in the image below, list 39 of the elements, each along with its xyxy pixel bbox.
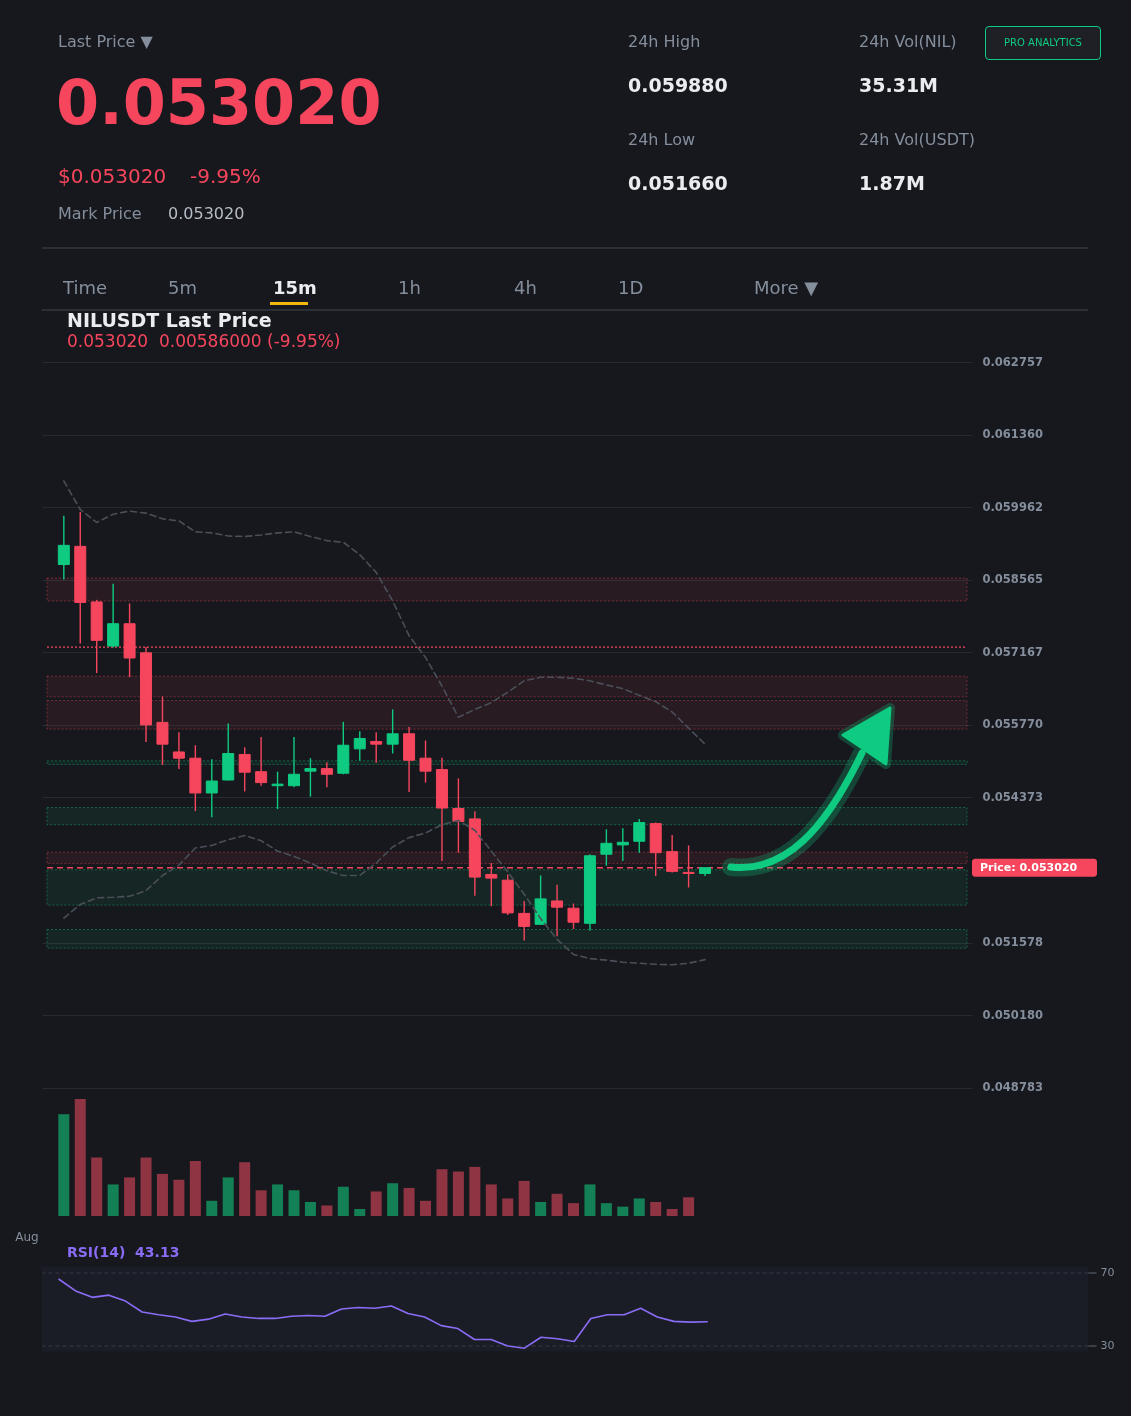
- y-tick-label: 0.062757: [982, 354, 1043, 369]
- text: 0.053020: [56, 66, 382, 139]
- text: More ▼: [754, 277, 819, 298]
- text: Aug: [15, 1230, 39, 1244]
- y-tick-label: 0.058565: [982, 572, 1043, 587]
- y-tick-label: 0.059962: [982, 499, 1043, 514]
- text: 0.059880: [628, 74, 728, 96]
- text: Mark Price: [58, 204, 142, 223]
- text: $0.053020: [58, 164, 167, 188]
- text: 1D: [618, 277, 644, 298]
- text: 1h: [398, 277, 421, 298]
- y-tick-label: 30: [1100, 1339, 1115, 1353]
- text: 0.053020: [168, 204, 245, 223]
- y-tick-label: 0.050180: [982, 1007, 1043, 1022]
- y-tick-label: 0.051578: [982, 935, 1043, 950]
- text: 24h High: [628, 32, 701, 51]
- text: Last Price ▼: [58, 32, 153, 51]
- chart-title: NILUSDT Last Price: [67, 309, 272, 332]
- ref-line-label: Price: 0.053020: [980, 860, 1078, 874]
- text: 15m: [273, 277, 317, 298]
- text: 24h Low: [628, 130, 696, 149]
- text: 35.31M: [859, 74, 939, 96]
- text: 4h: [514, 277, 537, 298]
- chart-subtitle: 0.053020 0.00586000 (-9.95%): [67, 331, 341, 352]
- y-tick-label: 0.048783: [982, 1080, 1043, 1095]
- text: 24h Vol(USDT): [859, 130, 975, 149]
- button: PRO ANALYTICS: [985, 26, 1101, 60]
- y-tick-label: 0.054373: [982, 789, 1043, 804]
- y-tick-label: 70: [1100, 1265, 1115, 1279]
- text: 24h Vol(NIL): [859, 32, 957, 51]
- y-tick-label: 0.061360: [982, 427, 1043, 442]
- y-tick-label: 0.057167: [982, 644, 1043, 659]
- chart-title: RSI(14) 43.13: [67, 1244, 180, 1261]
- text: 1.87M: [859, 172, 925, 194]
- text: Time: [63, 277, 108, 298]
- text: 5m: [168, 277, 197, 298]
- y-tick-label: 0.055770: [982, 717, 1043, 732]
- text: 0.051660: [628, 172, 728, 194]
- text: -9.95%: [190, 164, 261, 188]
